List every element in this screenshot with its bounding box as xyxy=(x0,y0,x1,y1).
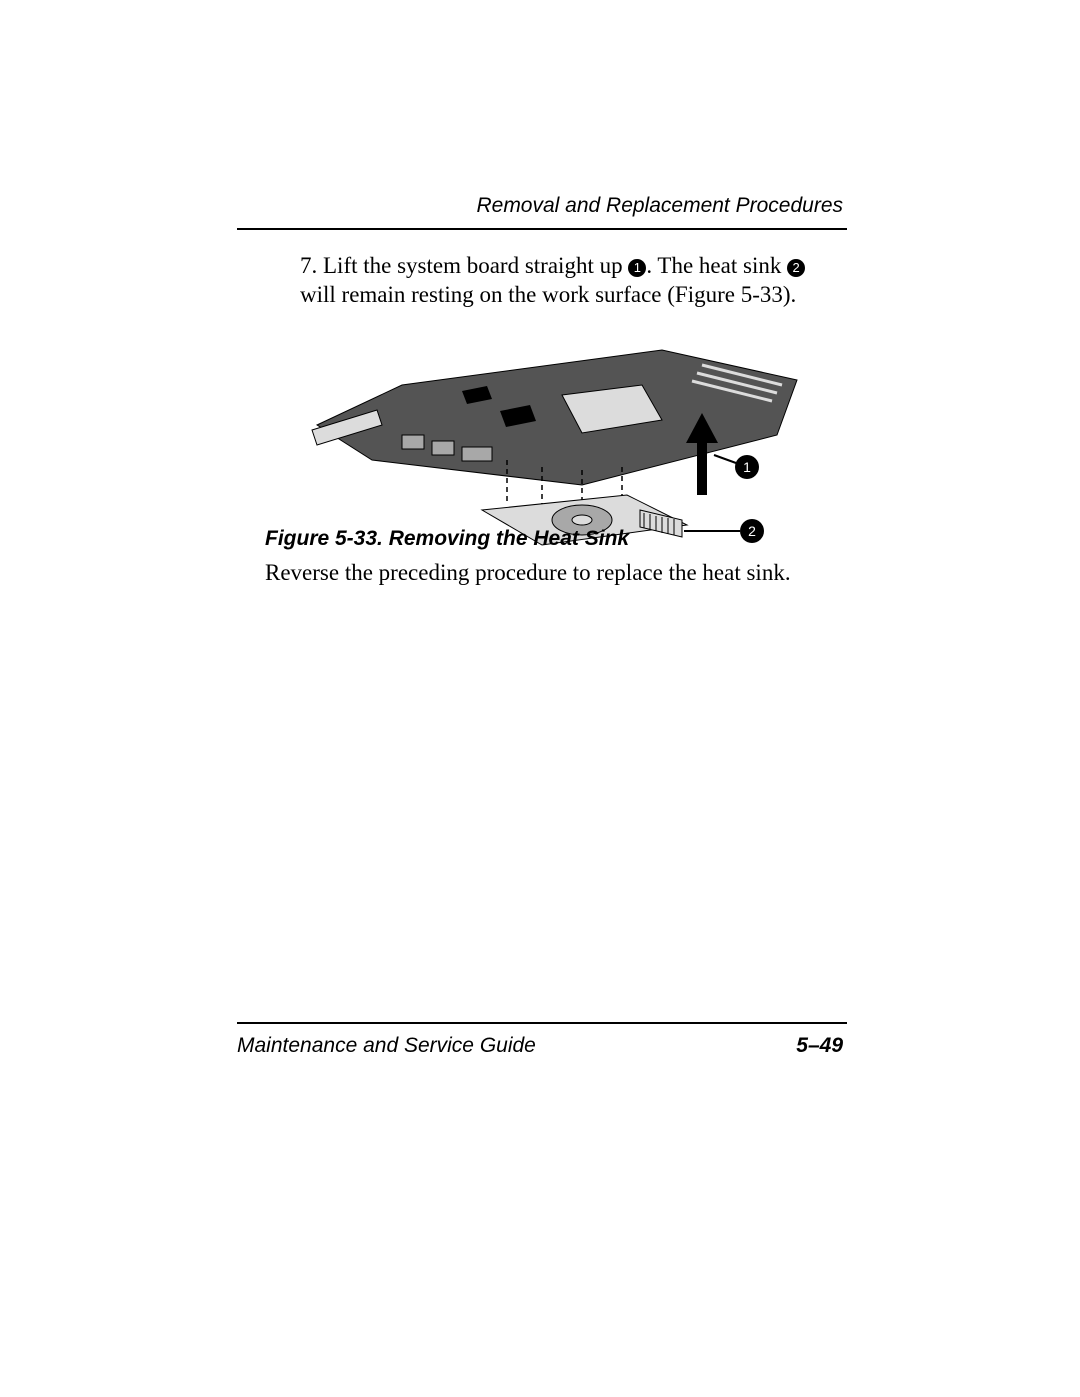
callout-2-label: 2 xyxy=(748,523,756,539)
header-rule xyxy=(237,228,847,230)
page: Removal and Replacement Procedures 7. Li… xyxy=(0,0,1080,1397)
step-text-part3: will remain resting on the work surface … xyxy=(300,282,796,307)
footer-guide-title: Maintenance and Service Guide xyxy=(237,1034,536,1058)
step-7: 7. Lift the system board straight up 1. … xyxy=(300,252,844,310)
footer-rule xyxy=(237,1022,847,1024)
figure-caption: Figure 5-33. Removing the Heat Sink xyxy=(265,527,629,551)
heat-sink-fan-hub xyxy=(572,515,592,525)
callout-1-inline: 1 xyxy=(628,259,646,277)
step-text-part2: . The heat sink xyxy=(646,253,787,278)
reverse-procedure-text: Reverse the preceding procedure to repla… xyxy=(265,560,791,586)
footer-page-number: 5–49 xyxy=(796,1034,843,1058)
port-3 xyxy=(462,447,492,461)
callout-1-leader xyxy=(714,455,736,463)
step-number: 7. xyxy=(300,253,317,278)
callout-2-inline: 2 xyxy=(787,259,805,277)
callout-1-label: 1 xyxy=(743,459,751,475)
step-text-part1: Lift the system board straight up xyxy=(323,253,628,278)
header-section-title: Removal and Replacement Procedures xyxy=(476,194,843,218)
port-1 xyxy=(402,435,424,449)
port-2 xyxy=(432,441,454,455)
